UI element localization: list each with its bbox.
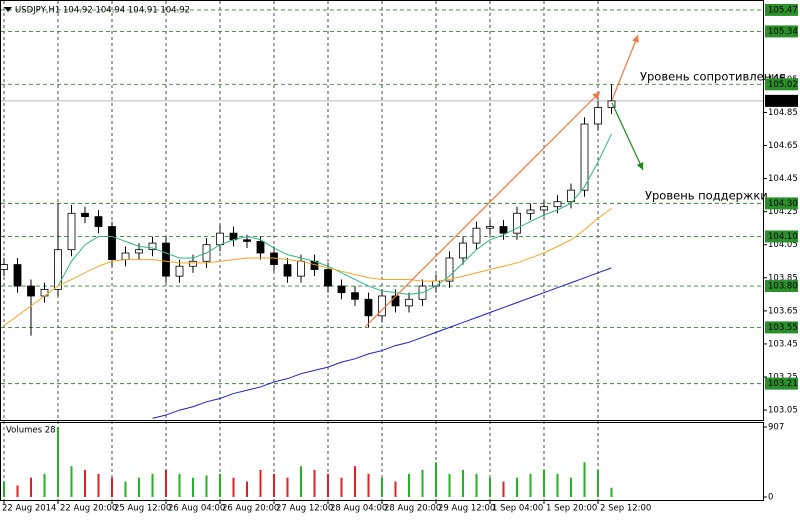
candle-body (607, 100, 616, 108)
candle-body (13, 264, 22, 287)
level-label: 104.30 (768, 199, 798, 209)
level-label-box (765, 3, 798, 16)
candle-body (256, 241, 265, 254)
candle-body (121, 252, 130, 261)
level-label: 105.02 (768, 80, 798, 90)
candle-body (364, 298, 373, 317)
y-tick-label: 104.45 (768, 174, 798, 184)
x-tick-label: 25 Aug 12:00 (114, 504, 171, 514)
x-tick-label: 26 Aug 20:00 (222, 504, 279, 514)
candle-body (81, 212, 89, 218)
x-tick-label: 26 Aug 04:00 (168, 504, 225, 514)
candle-body (445, 257, 454, 282)
y-tick-label: 103.85 (768, 273, 798, 283)
candle-body (40, 288, 49, 297)
annotation: Уровень сопротивления (640, 70, 786, 84)
level-label-box (765, 25, 798, 38)
candle-body (540, 206, 548, 211)
y-tick-label: 104.05 (768, 240, 798, 250)
annotation: Уровень поддержки (645, 189, 768, 203)
breakout-arrow (611, 34, 639, 101)
level-label-box (765, 321, 798, 334)
candle-body (580, 123, 589, 191)
ma-line (3, 207, 612, 327)
x-tick-label: 1 Sep 04:00 (492, 504, 543, 514)
chart-title: USDJPY,H1 104.92 104.94 104.91 104.92 (15, 6, 190, 16)
level-label: 105.47 (768, 5, 798, 15)
level-label: 103.80 (768, 282, 798, 292)
candle-body (351, 292, 359, 300)
volume-title: Volumes 28 (6, 426, 56, 436)
candle-body (432, 280, 440, 287)
level-label-box (765, 197, 798, 210)
x-tick-label: 29 Aug 12:00 (438, 504, 495, 514)
level-label: 103.55 (768, 323, 798, 333)
level-label-box (765, 377, 798, 390)
candle-body (54, 249, 62, 290)
y-tick-label: 104.65 (768, 141, 798, 151)
candle-body (594, 107, 602, 125)
x-tick-label: 22 Aug 2014 (2, 504, 56, 514)
level-label: 105.34 (768, 27, 798, 37)
candle-body (553, 201, 562, 208)
x-tick-label: 2 Sep 12:00 (600, 504, 651, 514)
last-price-label: 104.92 (768, 96, 798, 106)
y-tick-label: 104.25 (768, 207, 798, 217)
candle-body (162, 242, 170, 277)
y-tick-label: 103.65 (768, 306, 798, 316)
candle-body (499, 226, 508, 234)
candle-body (283, 264, 292, 277)
candle-body (67, 212, 76, 251)
y-tick-label: 103.25 (768, 373, 798, 383)
candle-body (472, 227, 481, 244)
candle-body (27, 285, 35, 297)
ma-line (152, 267, 612, 419)
trend-arrow (364, 91, 601, 328)
candle-body (94, 216, 103, 227)
candle-body (486, 226, 494, 229)
candle-body (270, 252, 278, 265)
level-label-box (765, 280, 798, 293)
x-tick-label: 28 Aug 04:00 (330, 504, 387, 514)
candle-body (459, 242, 467, 259)
candle-body (337, 285, 346, 294)
candle-body (216, 232, 224, 246)
candle-body (513, 212, 521, 234)
y-tick-label: 103.05 (768, 406, 798, 416)
candle-body (175, 265, 184, 277)
candle-body (324, 269, 332, 287)
candle-body (135, 249, 143, 254)
x-tick-label: 27 Aug 12:00 (276, 504, 333, 514)
candle-body (391, 295, 400, 307)
y-tick-label: 104.85 (768, 108, 798, 118)
level-label: 103.21 (768, 379, 798, 389)
candle-body (297, 260, 305, 277)
level-label-box (765, 78, 798, 91)
x-tick-label: 1 Sep 20:00 (546, 504, 597, 514)
level-label-box (765, 230, 798, 243)
candle-body (526, 209, 535, 214)
volume-tick-label: 0 (768, 493, 773, 503)
candle-body (0, 264, 8, 270)
candle-body (148, 242, 157, 251)
menu-icon (4, 7, 12, 12)
last-price-box (765, 94, 798, 107)
y-tick-label: 103.45 (768, 339, 798, 349)
pullback-arrow (611, 102, 644, 171)
candle-body (189, 260, 197, 267)
x-tick-label: 28 Aug 20:00 (384, 504, 441, 514)
candle-body (243, 239, 251, 242)
level-label: 104.10 (768, 232, 798, 242)
volume-tick-label: 907 (768, 423, 784, 433)
candle-body (567, 189, 575, 203)
candle-body (108, 226, 116, 261)
x-tick-label: 22 Aug 20:00 (60, 504, 117, 514)
candle-body (405, 298, 413, 307)
